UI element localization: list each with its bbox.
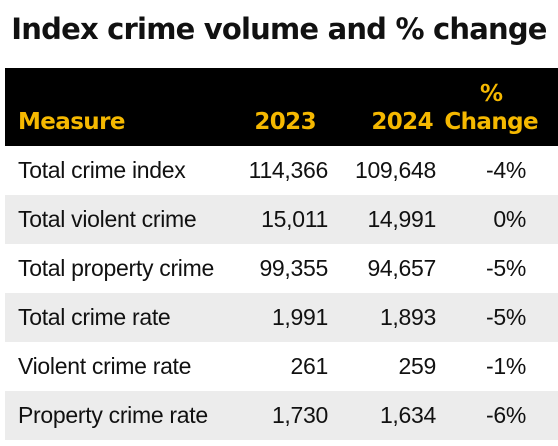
cell-2023: 114,366 xyxy=(248,157,329,183)
cell-measure: Total crime index xyxy=(18,157,186,183)
cell-2024: 14,991 xyxy=(367,206,436,232)
table-row: Total crime rate 1,991 1,893 -5% xyxy=(0,293,558,342)
cell-measure: Total crime rate xyxy=(18,304,171,330)
cell-2024: 1,634 xyxy=(379,402,436,428)
header-2024: 2024 xyxy=(371,109,433,135)
table-row: Property crime rate 1,730 1,634 -6% xyxy=(0,391,558,440)
header-2023: 2023 xyxy=(254,109,316,135)
cell-percent-change: 0% xyxy=(493,206,526,232)
cell-2023: 261 xyxy=(290,353,329,379)
cell-2024: 259 xyxy=(398,353,437,379)
table-row: Total violent crime 15,011 14,991 0% xyxy=(0,195,558,244)
table-row: Violent crime rate 261 259 -1% xyxy=(0,342,558,391)
table-row: Total property crime 99,355 94,657 -5% xyxy=(0,244,558,293)
crime-table: Measure 2023 2024 % Change Total crime i… xyxy=(0,68,558,440)
cell-2024: 1,893 xyxy=(379,304,436,330)
cell-2023: 1,730 xyxy=(271,402,328,428)
cell-2023: 1,991 xyxy=(271,304,328,330)
header-change-word: Change xyxy=(444,109,538,135)
table-header: Measure 2023 2024 % Change xyxy=(0,68,558,146)
header-percent-change: % Change xyxy=(444,80,538,136)
cell-percent-change: -5% xyxy=(485,255,526,281)
cell-percent-change: -4% xyxy=(485,157,526,183)
cell-measure: Total property crime xyxy=(18,255,214,281)
chart-title: Index crime volume and % change xyxy=(11,12,547,46)
cell-measure: Violent crime rate xyxy=(18,353,192,379)
cell-2023: 99,355 xyxy=(259,255,328,281)
header-measure: Measure xyxy=(18,109,125,135)
table-body: Total crime index 114,366 109,648 -4% Total … xyxy=(0,146,558,440)
cell-2024: 109,648 xyxy=(354,157,436,183)
cell-percent-change: -5% xyxy=(485,304,526,330)
table-row: Total crime index 114,366 109,648 -4% xyxy=(0,146,558,195)
cell-2024: 94,657 xyxy=(367,255,436,281)
cell-measure: Property crime rate xyxy=(18,402,208,428)
header-percent-symbol: % xyxy=(479,81,503,107)
cell-2023: 15,011 xyxy=(261,206,328,232)
cell-percent-change: -6% xyxy=(485,402,526,428)
cell-percent-change: -1% xyxy=(485,353,526,379)
cell-measure: Total violent crime xyxy=(18,206,197,232)
